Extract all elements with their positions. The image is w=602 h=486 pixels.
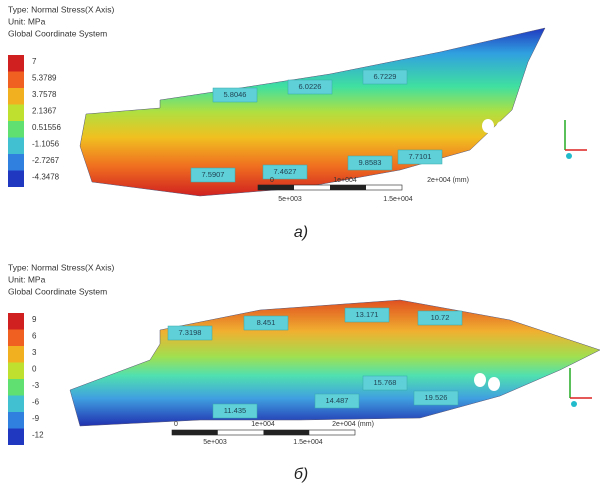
scale-bar-segment — [258, 185, 294, 190]
callout-label: 5.8046 — [224, 90, 247, 99]
scale-label: 5e+003 — [278, 196, 302, 203]
callout-label: 11.435 — [224, 406, 246, 415]
callout-label: 7.7101 — [409, 152, 432, 161]
hull-opening — [482, 119, 494, 133]
callout-label: 13.171 — [356, 310, 379, 319]
legend-label: 3.7578 — [32, 90, 57, 99]
legend-swatch — [8, 412, 24, 429]
legend-swatch — [8, 121, 24, 138]
legend-label: 3 — [32, 348, 37, 357]
legend-label: -9 — [32, 414, 40, 423]
legend-swatch — [8, 171, 24, 188]
legend-swatch — [8, 55, 24, 72]
header-line: Global Coordinate System — [8, 28, 107, 38]
caption: б) — [294, 466, 308, 483]
legend-label: -6 — [32, 398, 40, 407]
scale-label: 5e+003 — [203, 439, 227, 446]
legend-label: -3 — [32, 381, 40, 390]
scale-label: 0 — [174, 421, 178, 428]
header-line: Type: Normal Stress(X Axis) — [8, 4, 114, 14]
header-line: Unit: MPa — [8, 16, 46, 26]
scale-label: 2e+004 (mm) — [332, 421, 374, 428]
legend-swatch — [8, 313, 24, 330]
header-line: Type: Normal Stress(X Axis) — [8, 262, 114, 272]
scale-bar-segment — [172, 430, 218, 435]
axis-triad — [566, 153, 572, 159]
legend-swatch — [8, 88, 24, 105]
legend-swatch — [8, 379, 24, 396]
callout-label: 8.451 — [257, 318, 276, 327]
scale-label: 2e+004 (mm) — [427, 177, 469, 184]
legend-label: -2.7267 — [32, 156, 60, 165]
legend-swatch — [8, 396, 24, 413]
header-line: Unit: MPa — [8, 274, 46, 284]
legend-swatch — [8, 363, 24, 380]
hull-opening — [496, 121, 508, 135]
callout-label: 7.3198 — [179, 328, 202, 337]
hull-opening — [474, 373, 486, 387]
scale-label: 1e+004 — [251, 421, 275, 428]
legend-label: -1.1056 — [32, 140, 60, 149]
header-line: Global Coordinate System — [8, 286, 107, 296]
hull-opening — [488, 377, 500, 391]
hull — [80, 28, 545, 196]
legend-swatch — [8, 330, 24, 347]
panel-a: Type: Normal Stress(X Axis) Unit: MPa Glob… — [8, 4, 587, 241]
figure: Type: Normal Stress(X Axis) Unit: MPa Glob… — [0, 0, 602, 486]
scale-label: 1.5e+004 — [293, 439, 322, 446]
legend-label: 0.51556 — [32, 123, 61, 132]
legend-swatch — [8, 138, 24, 155]
callout-label: 6.0226 — [299, 82, 322, 91]
legend-swatch — [8, 429, 24, 446]
legend-label: 5.3789 — [32, 74, 57, 83]
scale-label: 1.5e+004 — [383, 196, 412, 203]
legend-label: 6 — [32, 332, 37, 341]
callout-label: 7.5907 — [202, 170, 225, 179]
scale-bar-segment — [330, 185, 366, 190]
legend-label: -12 — [32, 431, 44, 440]
legend-swatch — [8, 154, 24, 171]
callout-label: 7.4627 — [274, 167, 297, 176]
panel-b: Type: Normal Stress(X Axis) Unit: MPa Glob… — [8, 262, 600, 483]
scale-label: 1e+004 — [333, 177, 357, 184]
callout-label: 19.526 — [425, 393, 448, 402]
scale-bar-segment — [264, 430, 310, 435]
legend-swatch — [8, 346, 24, 363]
legend-label: -4.3478 — [32, 173, 60, 182]
scale-label: 0 — [270, 177, 274, 184]
callout-label: 10.72 — [431, 313, 450, 322]
callout-label: 6.7229 — [374, 72, 397, 81]
legend-label: 2.1367 — [32, 107, 57, 116]
callout-label: 9.8583 — [359, 158, 382, 167]
legend-swatch — [8, 72, 24, 89]
legend-label: 0 — [32, 365, 37, 374]
callout-label: 15.768 — [374, 378, 397, 387]
callout-label: 14.487 — [326, 396, 349, 405]
legend-label: 9 — [32, 315, 37, 324]
axis-triad — [571, 401, 577, 407]
caption: а) — [294, 224, 308, 241]
legend-swatch — [8, 105, 24, 122]
legend-label: 7 — [32, 57, 37, 66]
